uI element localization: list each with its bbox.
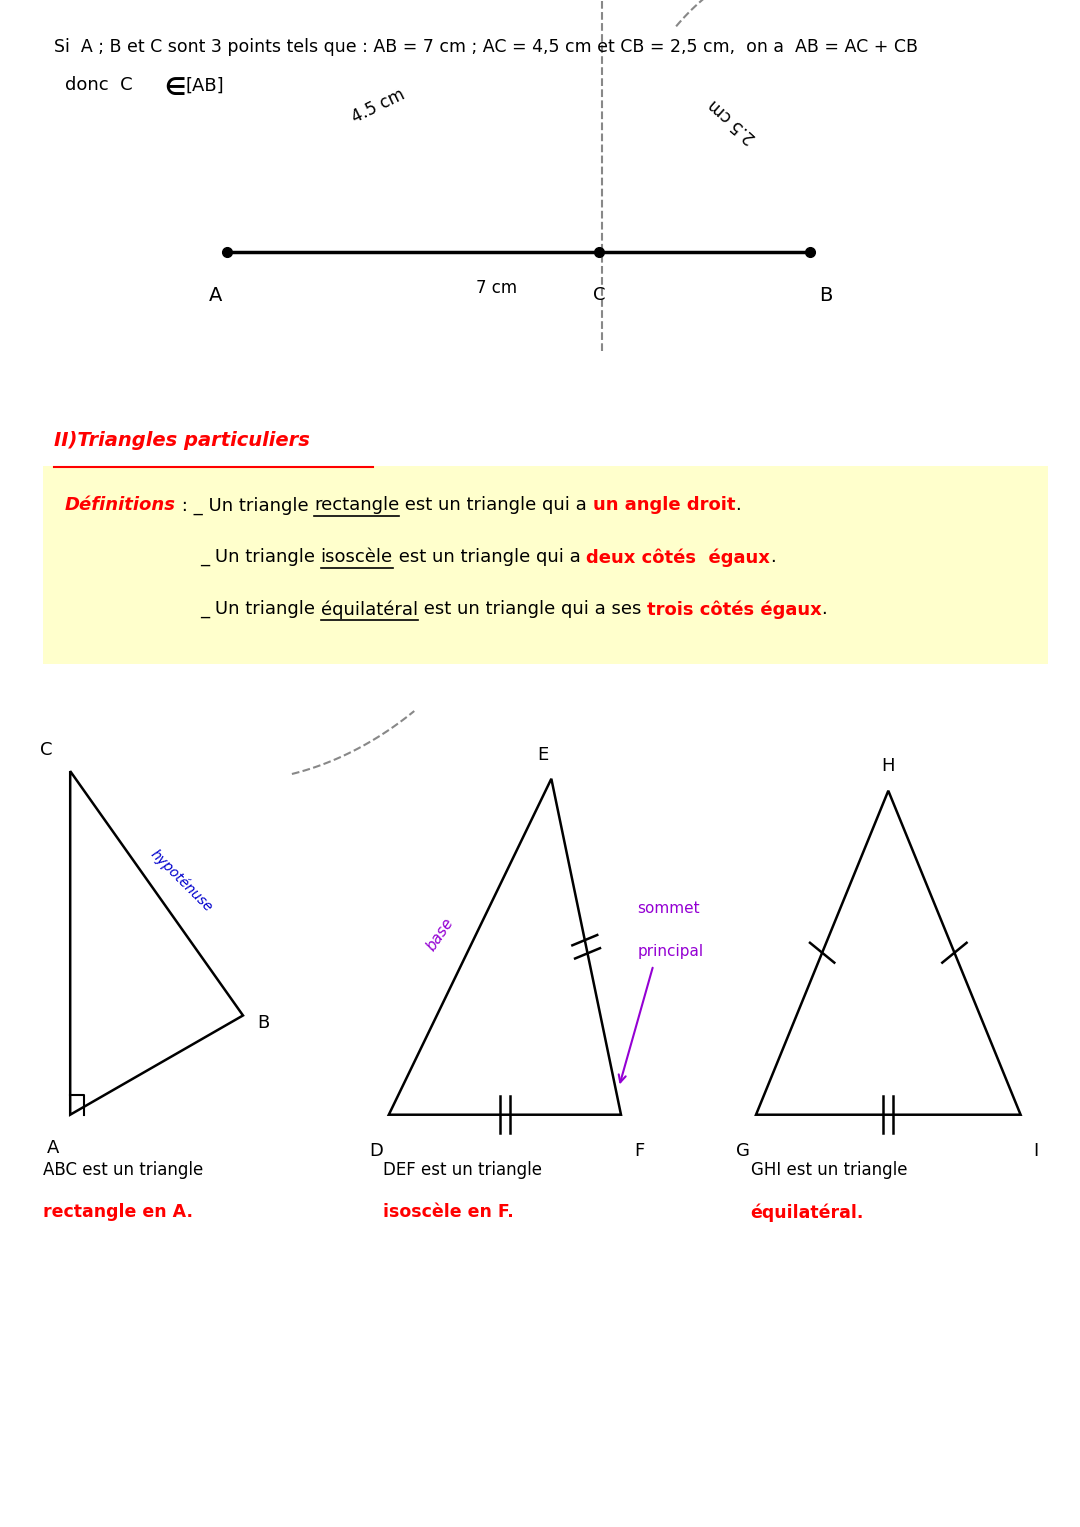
Text: trois côtés égaux: trois côtés égaux	[647, 600, 822, 618]
Text: Définitions: Définitions	[65, 496, 176, 515]
Text: D: D	[369, 1142, 382, 1161]
Text: isoscèle: isoscèle	[321, 548, 393, 567]
Text: _ Un triangle: _ Un triangle	[200, 548, 321, 567]
Text: est un triangle qui a ses: est un triangle qui a ses	[418, 600, 647, 618]
Text: ∈: ∈	[164, 75, 186, 99]
Text: _ Un triangle: _ Un triangle	[200, 600, 321, 618]
Text: [AB]: [AB]	[186, 76, 225, 95]
Text: isoscèle en F.: isoscèle en F.	[383, 1203, 514, 1222]
Text: I: I	[1034, 1142, 1039, 1161]
Text: .: .	[735, 496, 741, 515]
Text: hypoténuse: hypoténuse	[147, 846, 215, 915]
Text: donc  C: donc C	[65, 76, 133, 95]
Text: principal: principal	[637, 944, 703, 959]
Text: sommet: sommet	[637, 901, 700, 916]
Text: A: A	[210, 286, 222, 304]
Text: 2.5 cm: 2.5 cm	[705, 96, 759, 147]
Text: 4.5 cm: 4.5 cm	[349, 86, 407, 127]
Text: .: .	[822, 600, 827, 618]
Text: DEF est un triangle: DEF est un triangle	[383, 1161, 542, 1179]
Text: rectangle en A.: rectangle en A.	[43, 1203, 193, 1222]
Text: .: .	[770, 548, 775, 567]
Text: II)Triangles particuliers: II)Triangles particuliers	[54, 431, 310, 449]
Text: A: A	[46, 1139, 59, 1157]
Text: E: E	[537, 745, 549, 764]
Text: GHI est un triangle: GHI est un triangle	[751, 1161, 907, 1179]
Text: B: B	[820, 286, 833, 304]
Text: ABC est un triangle: ABC est un triangle	[43, 1161, 203, 1179]
Text: 7 cm: 7 cm	[476, 279, 517, 298]
Text: F: F	[634, 1142, 644, 1161]
Text: H: H	[881, 757, 895, 776]
Text: est un triangle qui a: est un triangle qui a	[393, 548, 586, 567]
Text: est un triangle qui a: est un triangle qui a	[400, 496, 593, 515]
Text: base: base	[423, 916, 457, 954]
Text: G: G	[737, 1142, 750, 1161]
Text: C: C	[593, 286, 606, 304]
Text: équilatéral.: équilatéral.	[751, 1203, 864, 1222]
Text: deux côtés  égaux: deux côtés égaux	[586, 548, 770, 567]
Text: : _ Un triangle: : _ Un triangle	[176, 496, 314, 515]
FancyBboxPatch shape	[43, 466, 1048, 664]
Text: B: B	[257, 1014, 269, 1032]
Text: équilatéral: équilatéral	[321, 600, 418, 618]
Text: un angle droit: un angle droit	[593, 496, 735, 515]
Text: C: C	[40, 741, 53, 759]
Text: Si  A ; B et C sont 3 points tels que : AB = 7 cm ; AC = 4,5 cm et CB = 2,5 cm, : Si A ; B et C sont 3 points tels que : A…	[54, 38, 918, 56]
Text: rectangle: rectangle	[314, 496, 400, 515]
